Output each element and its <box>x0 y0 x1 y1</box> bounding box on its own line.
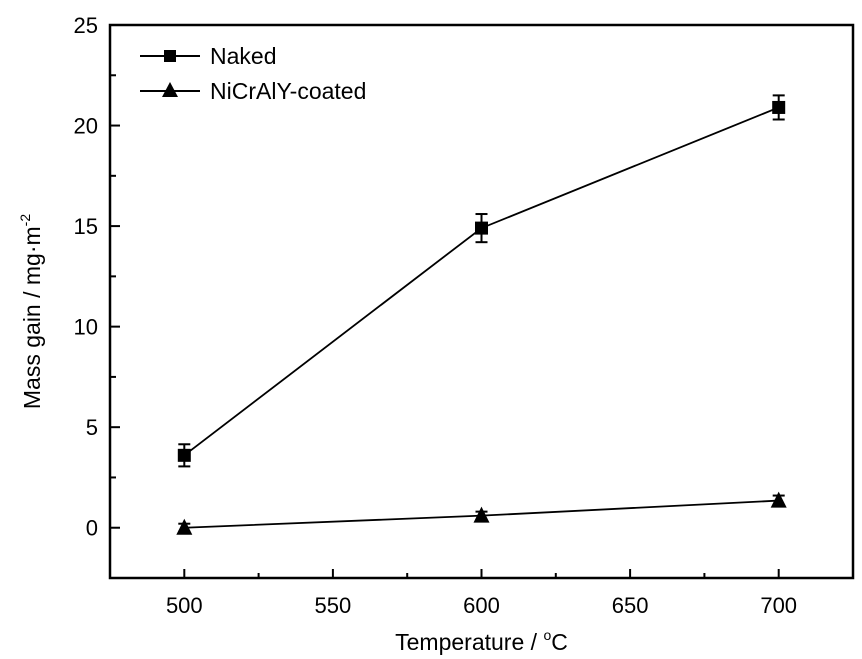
legend: Naked NiCrAlY-coated <box>140 43 366 104</box>
legend-label-naked: Naked <box>210 43 276 69</box>
x-axis-title-main: Temperature / <box>395 629 543 655</box>
x-tick-label: 700 <box>760 593 797 618</box>
legend-square-marker-icon <box>164 50 176 62</box>
y-axis-title: Mass gain / mg·m-2 <box>17 214 45 409</box>
data-point-square <box>177 448 191 462</box>
x-axis-ticks: 500 550 600 650 700 <box>166 569 797 618</box>
x-axis-title: Temperature / oC <box>395 627 568 655</box>
data-point-triangle <box>770 491 787 508</box>
series-nicraly-coated <box>176 491 787 535</box>
x-axis-title-unit: C <box>551 629 568 655</box>
data-point-triangle <box>176 518 193 535</box>
x-tick-label: 550 <box>315 593 352 618</box>
data-point-square <box>772 100 786 114</box>
plot-border <box>108 23 855 580</box>
x-tick-label: 500 <box>166 593 203 618</box>
legend-triangle-marker-icon <box>162 82 178 97</box>
y-tick-label: 5 <box>86 415 98 440</box>
data-point-square <box>475 221 488 235</box>
legend-item-naked: Naked <box>140 43 276 69</box>
x-tick-label: 600 <box>463 593 500 618</box>
y-axis-title-main: Mass gain / mg·m <box>19 226 45 409</box>
y-tick-label: 15 <box>74 214 98 239</box>
y-tick-label: 10 <box>74 315 98 340</box>
data-point-triangle <box>473 506 490 523</box>
y-axis-ticks: 0 5 10 15 20 25 <box>74 13 120 541</box>
plot-frame <box>108 23 855 580</box>
y-tick-label: 20 <box>74 114 98 139</box>
series-naked <box>177 94 786 468</box>
legend-label-coated: NiCrAlY-coated <box>210 78 366 104</box>
y-tick-label: 25 <box>74 13 98 38</box>
series-layer <box>176 94 787 535</box>
x-tick-label: 650 <box>612 593 649 618</box>
y-axis-title-sup: -2 <box>17 214 33 227</box>
y-tick-label: 0 <box>86 516 98 541</box>
legend-item-coated: NiCrAlY-coated <box>140 78 366 104</box>
x-axis-title-sup: o <box>543 627 551 643</box>
series-line <box>183 106 780 457</box>
